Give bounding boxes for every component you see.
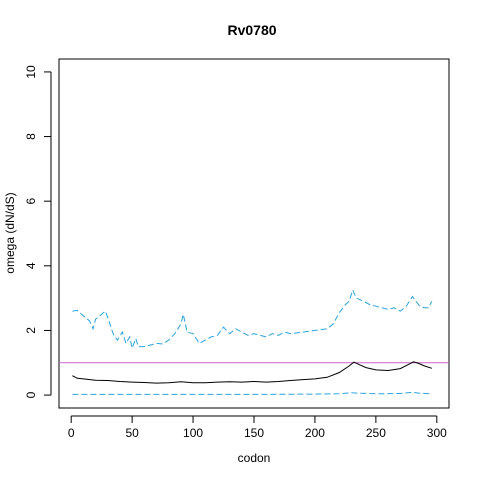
y-tick-label: 4 [24,262,38,269]
y-tick-label: 6 [24,198,38,205]
plot-frame [58,58,450,409]
x-tick-label: 50 [125,426,139,440]
x-axis: 0 50 100 150 200 250 300 [68,415,447,440]
series-line-upper [72,288,433,350]
series-line-estimate [72,361,433,384]
x-tick-label: 250 [366,426,386,440]
y-tick-label: 8 [24,133,38,140]
series-line-lower [72,391,432,395]
x-tick-label: 300 [427,426,447,440]
series-layer [72,288,433,395]
x-axis-label: codon [238,451,271,465]
y-axis-label: omega (dN/dS) [3,192,17,273]
y-tick-label: 0 [24,391,38,398]
x-tick-label: 150 [244,426,264,440]
x-tick-label: 100 [183,426,203,440]
x-tick-label: 200 [305,426,325,440]
y-axis: 0 2 4 6 8 10 [24,65,52,398]
chart-title: Rv0780 [227,22,276,38]
y-tick-label: 10 [24,65,38,79]
x-tick-label: 0 [68,426,75,440]
y-tick-label: 2 [24,327,38,334]
